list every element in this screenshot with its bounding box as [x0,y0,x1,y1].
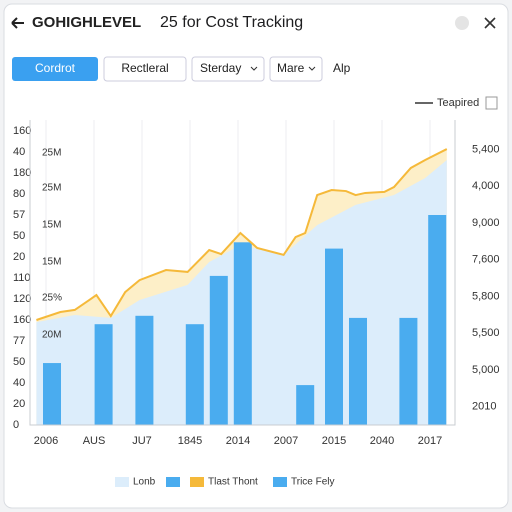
y-tick-label: 110 [13,272,31,284]
dropdown[interactable] [269,56,323,82]
y-tick-label: 40 [13,146,25,158]
primary-button-label: Cordrot [35,61,76,75]
legend-swatch-extra [166,477,180,487]
brand: GOHIGHLEVEL [32,14,141,31]
annotation: 15M [42,220,61,231]
toolbar-link[interactable]: Alp [333,61,351,75]
back-button[interactable] [11,17,24,29]
y-tick-label: 77 [13,335,25,347]
y-tick-label: 50 [13,356,25,368]
legend-swatch [273,477,287,487]
bar [185,324,204,425]
primary-button[interactable] [12,57,98,81]
dropdown-label: Mare [277,61,305,75]
close-button[interactable] [484,17,496,29]
annotation: 20M [42,330,61,341]
plot-frame [29,120,456,426]
x-tick-label: AUS [83,435,106,447]
annotation: 25M [42,148,61,159]
annotation: 25M [42,183,61,194]
x-tick-label: 2007 [274,435,298,447]
dropdown-label: Sterday [200,61,241,75]
legend-label: Tlast Thont [208,477,258,488]
legend-swatch [190,477,204,487]
y2-tick-label: 2010 [472,401,496,413]
legend-label: Lonb [133,477,156,488]
bar [296,385,315,425]
y-tick-label: 20 [13,398,25,410]
x-tick-label: 2015 [322,435,346,447]
x-tick-label: 2014 [226,435,250,447]
x-tick-label: 2040 [370,435,394,447]
top-legend-toggle[interactable] [485,96,498,110]
y-tick-label: 160 [13,125,31,137]
line [36,148,448,321]
y-tick-label: 80 [13,188,25,200]
bar [349,317,367,425]
y-tick-label: 160 [13,314,31,326]
legend-swatch [115,477,129,487]
y-tick-label: 40 [13,377,25,389]
y-tick-label: 0 [13,419,19,431]
bar [43,363,61,425]
y-tick-label: 57 [13,209,25,221]
page-title: 25 for Cost Tracking [160,14,303,31]
x-tick-label: 2017 [418,435,442,447]
y2-tick-label: 5,800 [472,290,500,302]
y-tick-label: 20 [13,251,25,263]
y2-tick-label: 4,000 [472,180,500,192]
bar [209,275,228,425]
y2-tick-label: 7,600 [472,254,500,266]
y2-tick-label: 5,500 [472,327,500,339]
y2-tick-label: 9,000 [472,217,500,229]
annotation: 25% [42,293,62,304]
bar [428,215,447,425]
y-tick-label: 180 [13,167,31,179]
x-tick-label: 2006 [34,435,58,447]
bar [233,242,252,425]
help-icon[interactable] [455,16,469,30]
legend-label: Trice Fely [291,477,335,488]
secondary-button-label: Rectleral [121,61,168,75]
bar [135,315,154,425]
x-tick-label: 1845 [178,435,202,447]
dropdown[interactable] [191,56,265,82]
top-legend-label: Teapired [437,97,479,109]
y-tick-label: 120 [13,293,31,305]
y2-tick-label: 5,400 [472,143,500,155]
bar [325,248,343,425]
x-tick-label: JU7 [132,435,152,447]
y2-tick-label: 5,000 [472,364,500,376]
dropdown-caret [308,66,316,71]
y-tick-label: 50 [13,230,25,242]
dropdown-caret [250,66,258,71]
annotation: 15M [42,257,61,268]
bar [399,317,418,425]
secondary-button[interactable] [103,56,187,82]
bar [94,324,113,425]
